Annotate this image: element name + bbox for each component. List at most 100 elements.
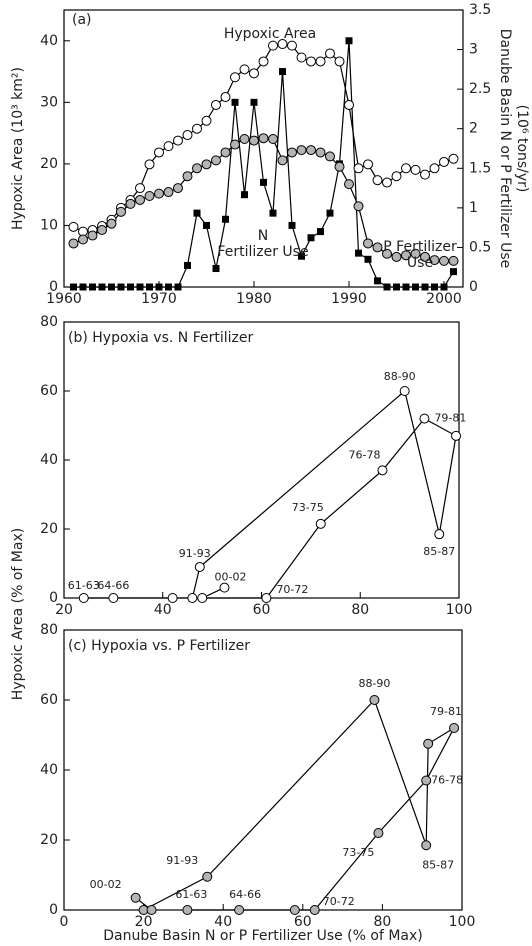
marker — [369, 695, 380, 705]
marker — [421, 840, 432, 851]
point-label: 76-78 — [431, 774, 463, 787]
marker — [249, 135, 259, 146]
marker — [364, 255, 372, 263]
marker — [372, 175, 383, 186]
marker — [383, 283, 391, 291]
marker — [353, 201, 364, 212]
marker — [144, 159, 155, 170]
x-tick-label: 60 — [294, 914, 312, 930]
y2-tick-label: 1 — [469, 200, 478, 216]
y2-tick-label: 0 — [469, 279, 478, 295]
marker — [355, 249, 362, 257]
point-label: 00-02 — [90, 878, 122, 891]
marker — [202, 871, 213, 882]
point-label: 79-81 — [434, 412, 466, 425]
point-label: 64-66 — [97, 579, 129, 592]
marker — [182, 905, 193, 915]
marker — [193, 209, 201, 217]
marker — [296, 145, 307, 156]
marker — [173, 183, 183, 194]
marker — [78, 593, 89, 603]
marker — [391, 251, 402, 262]
marker — [377, 465, 388, 476]
marker — [108, 593, 119, 603]
marker — [287, 147, 297, 158]
marker — [230, 139, 240, 150]
marker — [239, 134, 250, 145]
marker — [220, 147, 231, 158]
y-tick-label: 10 — [40, 217, 58, 233]
y-tick-label: 80 — [40, 622, 58, 638]
marker — [201, 159, 212, 170]
marker — [211, 155, 221, 166]
marker — [401, 250, 411, 261]
point-label: 73-75 — [292, 501, 324, 514]
y2-tick-label: 3.5 — [469, 2, 491, 18]
y2-tick-label: 2 — [469, 121, 478, 137]
marker — [439, 156, 449, 167]
marker — [249, 68, 259, 79]
x-tick-label: 100 — [449, 914, 476, 930]
marker — [326, 209, 334, 217]
x-tick-label: 100 — [446, 602, 473, 618]
y2-tick-label: 2.5 — [469, 81, 491, 97]
y2-tick-label: 3 — [469, 42, 478, 58]
marker — [250, 98, 258, 106]
marker — [155, 283, 163, 291]
marker — [277, 39, 288, 50]
marker — [135, 194, 145, 205]
y-tick-label: 80 — [40, 314, 58, 330]
y-tick-label: 0 — [49, 902, 58, 918]
plot-frame — [63, 629, 463, 911]
marker — [410, 248, 421, 259]
series-label: P Fertilizer Use — [383, 239, 457, 271]
point-label: 73-75 — [342, 846, 374, 859]
x-tick-label: 80 — [351, 602, 369, 618]
marker — [391, 171, 402, 182]
marker — [412, 283, 419, 291]
marker — [429, 255, 440, 266]
marker — [203, 221, 210, 229]
marker — [192, 123, 202, 134]
y-tick-label: 60 — [40, 692, 58, 708]
marker — [87, 230, 98, 241]
marker — [325, 48, 335, 59]
marker — [431, 283, 438, 291]
marker — [173, 135, 183, 146]
marker — [268, 134, 278, 145]
marker — [420, 251, 430, 262]
marker — [127, 283, 134, 291]
marker — [211, 99, 221, 110]
point-label: 61-63 — [175, 888, 207, 901]
marker — [116, 206, 126, 217]
marker — [344, 179, 354, 190]
marker — [230, 72, 240, 83]
marker — [363, 238, 373, 249]
x-tick-label: 1960 — [46, 291, 82, 307]
marker — [68, 221, 79, 232]
y-tick-label: 0 — [49, 279, 58, 295]
marker — [421, 283, 429, 291]
marker — [184, 261, 191, 269]
y-tick-label: 60 — [40, 383, 58, 399]
marker — [174, 283, 182, 291]
marker — [79, 283, 87, 291]
y-tick-label: 40 — [40, 33, 58, 49]
marker — [239, 64, 250, 75]
marker — [382, 248, 392, 259]
marker — [277, 155, 288, 166]
x-tick-label: 1990 — [331, 291, 367, 307]
marker — [269, 209, 277, 217]
marker — [296, 52, 307, 63]
marker — [182, 130, 193, 141]
marker — [372, 242, 383, 253]
marker — [108, 283, 115, 291]
x-tick-label: 1970 — [141, 291, 177, 307]
marker — [419, 413, 430, 424]
marker — [234, 905, 245, 915]
marker — [117, 283, 125, 291]
marker — [89, 283, 96, 291]
marker — [363, 159, 373, 170]
marker — [231, 98, 239, 106]
panel-label: (a) — [72, 12, 92, 28]
